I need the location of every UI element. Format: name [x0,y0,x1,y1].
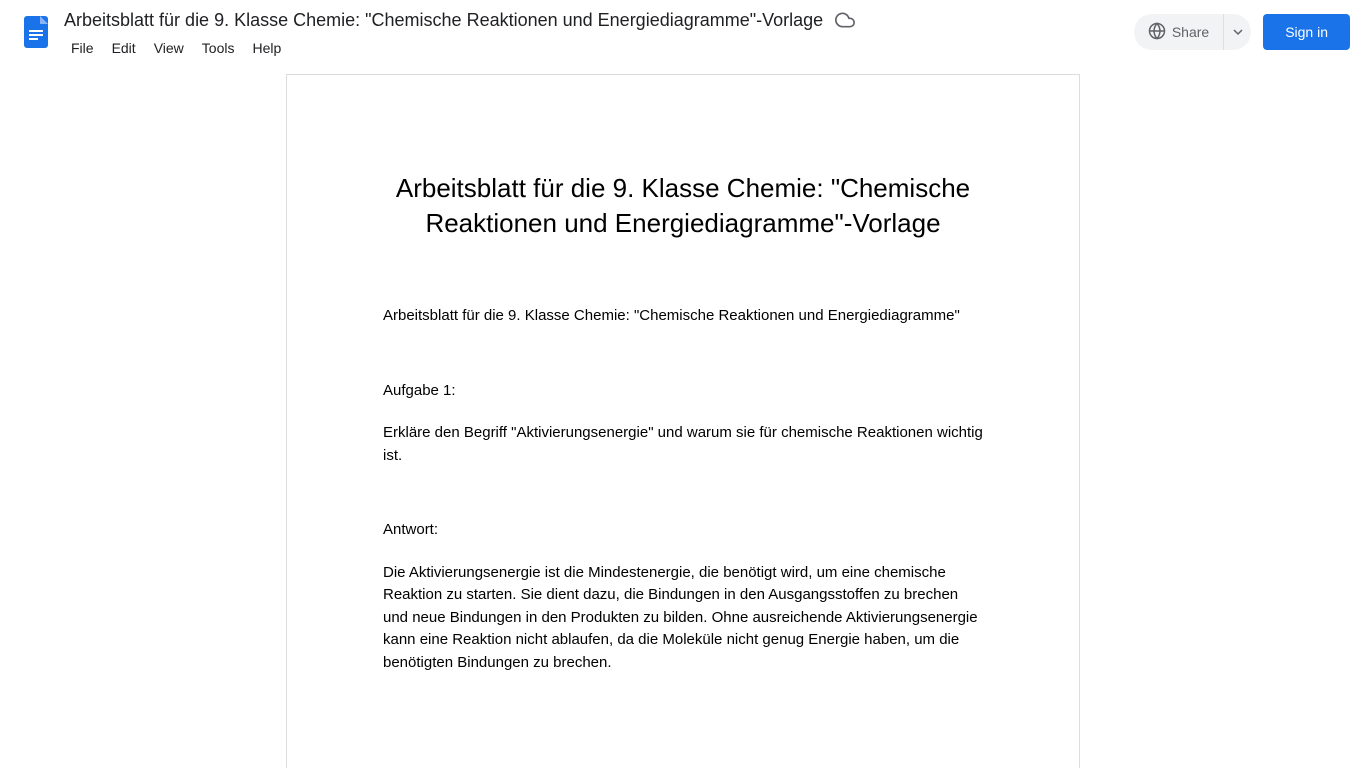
share-dropdown-button[interactable] [1223,14,1251,50]
app-header: Arbeitsblatt für die 9. Klasse Chemie: "… [0,0,1366,64]
spacer [383,487,983,519]
globe-icon [1148,22,1166,43]
document-title[interactable]: Arbeitsblatt für die 9. Klasse Chemie: "… [64,10,823,31]
task-label: Aufgabe 1: [383,380,983,403]
title-row: Arbeitsblatt für die 9. Klasse Chemie: "… [64,8,1134,32]
task-text: Erkläre den Begriff "Aktivierungsenergie… [383,422,983,467]
document-canvas[interactable]: Arbeitsblatt für die 9. Klasse Chemie: "… [0,64,1366,768]
title-area: Arbeitsblatt für die 9. Klasse Chemie: "… [64,8,1134,60]
menu-edit[interactable]: Edit [105,36,143,60]
cloud-status-icon[interactable] [835,10,855,30]
menu-bar: File Edit View Tools Help [64,36,1134,60]
menu-tools[interactable]: Tools [195,36,242,60]
document-page: Arbeitsblatt für die 9. Klasse Chemie: "… [286,74,1080,768]
menu-file[interactable]: File [64,36,101,60]
signin-button[interactable]: Sign in [1263,14,1350,50]
header-actions: Share Sign in [1134,14,1350,50]
docs-logo-icon[interactable] [16,12,56,52]
share-button-group: Share [1134,14,1251,50]
menu-view[interactable]: View [147,36,191,60]
menu-help[interactable]: Help [245,36,288,60]
page-title: Arbeitsblatt für die 9. Klasse Chemie: "… [383,171,983,241]
share-button[interactable]: Share [1134,14,1223,50]
intro-paragraph: Arbeitsblatt für die 9. Klasse Chemie: "… [383,305,983,328]
answer-label: Antwort: [383,519,983,542]
share-label: Share [1172,24,1209,40]
spacer [383,348,983,380]
answer-text: Die Aktivierungsenergie ist die Mindeste… [383,562,983,675]
